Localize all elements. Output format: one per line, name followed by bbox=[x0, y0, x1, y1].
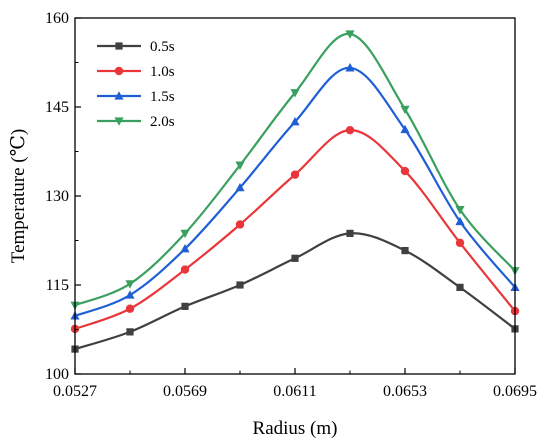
data-point bbox=[345, 125, 355, 135]
data-point bbox=[400, 166, 410, 176]
data-point bbox=[125, 290, 135, 299]
data-point bbox=[456, 283, 464, 291]
legend-label: 0.5s bbox=[150, 39, 175, 55]
data-point bbox=[455, 238, 465, 248]
axis-ticks: 0.0527 0.0569 0.0611 0.0653 0.0695 100 115 130 1… bbox=[45, 10, 537, 400]
y-tick-label: 130 bbox=[45, 188, 69, 205]
series-line bbox=[74, 129, 516, 330]
y-tick-label: 100 bbox=[45, 366, 69, 383]
x-tick-label: 0.0695 bbox=[493, 383, 537, 400]
legend-item: 0.5s bbox=[97, 39, 175, 55]
series-0-5s bbox=[71, 229, 519, 353]
y-tick-label: 145 bbox=[45, 99, 69, 116]
series-1-0s bbox=[70, 125, 520, 334]
data-point bbox=[345, 30, 355, 39]
data-point bbox=[235, 220, 245, 229]
legend-label: 1.5s bbox=[150, 89, 175, 105]
legend-label: 2.0s bbox=[150, 114, 175, 130]
data-point bbox=[235, 182, 245, 192]
data-point bbox=[400, 105, 410, 115]
x-tick-label: 0.0527 bbox=[53, 383, 97, 400]
legend-item: 2.0s bbox=[97, 114, 175, 130]
legend-label: 1.0s bbox=[150, 64, 175, 80]
data-point bbox=[181, 302, 189, 310]
x-tick-label: 0.0653 bbox=[383, 383, 427, 400]
data-point bbox=[291, 254, 299, 262]
x-tick-label: 0.0569 bbox=[163, 383, 207, 400]
data-point bbox=[455, 216, 465, 226]
data-point bbox=[125, 280, 135, 289]
legend-swatch-marker bbox=[114, 117, 124, 126]
series-line bbox=[74, 66, 516, 317]
data-point bbox=[180, 244, 190, 253]
legend-swatch-marker bbox=[115, 42, 123, 50]
data-point bbox=[236, 281, 244, 289]
legend-swatch-marker bbox=[114, 91, 124, 100]
data-point bbox=[401, 246, 409, 255]
data-point bbox=[290, 117, 300, 126]
plot-area bbox=[70, 30, 520, 353]
x-axis-title: Radius (m) bbox=[253, 418, 338, 439]
data-point bbox=[180, 265, 190, 274]
data-point bbox=[290, 170, 300, 179]
x-tick-label: 0.0611 bbox=[273, 383, 316, 400]
data-point bbox=[180, 229, 190, 239]
data-point bbox=[346, 229, 354, 237]
series-line bbox=[74, 32, 516, 307]
data-point bbox=[126, 328, 134, 336]
y-tick-label: 160 bbox=[45, 10, 69, 27]
data-point bbox=[400, 124, 410, 134]
series-2-0s bbox=[70, 30, 520, 310]
y-tick-label: 115 bbox=[46, 277, 69, 294]
data-point bbox=[235, 161, 245, 170]
data-point bbox=[455, 206, 465, 215]
legend-item: 1.0s bbox=[97, 64, 175, 80]
legend: 0.5s 1.0s 1.5s 2.0s bbox=[97, 39, 175, 130]
series-line bbox=[74, 232, 516, 351]
data-point bbox=[345, 63, 355, 72]
legend-item: 1.5s bbox=[97, 89, 175, 105]
data-point bbox=[290, 89, 300, 98]
data-point bbox=[125, 304, 135, 313]
legend-swatch-marker bbox=[114, 66, 124, 76]
y-axis-title: Temperature (℃) bbox=[8, 129, 29, 263]
